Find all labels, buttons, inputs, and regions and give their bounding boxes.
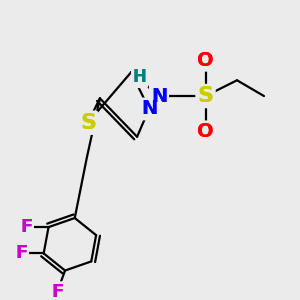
Text: H: H xyxy=(133,68,146,86)
Text: O: O xyxy=(197,122,214,141)
Text: F: F xyxy=(20,218,32,236)
Text: N: N xyxy=(151,86,167,106)
Text: O: O xyxy=(197,122,214,141)
Text: F: F xyxy=(20,218,32,236)
Text: F: F xyxy=(20,218,32,236)
Text: S: S xyxy=(80,113,96,133)
Text: O: O xyxy=(197,51,214,70)
Text: F: F xyxy=(15,244,27,262)
Text: F: F xyxy=(51,283,64,300)
Text: N: N xyxy=(141,99,157,119)
Text: S: S xyxy=(197,86,214,106)
Text: S: S xyxy=(197,86,214,106)
Text: H: H xyxy=(133,68,146,86)
Text: F: F xyxy=(15,244,27,262)
Text: F: F xyxy=(51,283,64,300)
Text: O: O xyxy=(197,51,214,70)
Text: S: S xyxy=(80,113,96,133)
Text: N: N xyxy=(141,99,157,119)
Text: O: O xyxy=(197,51,214,70)
Text: F: F xyxy=(15,244,27,262)
Text: F: F xyxy=(51,283,64,300)
Text: N: N xyxy=(141,99,157,119)
Text: H: H xyxy=(133,68,146,86)
Text: N: N xyxy=(151,86,167,106)
Text: S: S xyxy=(80,113,96,133)
Text: O: O xyxy=(197,122,214,141)
Text: S: S xyxy=(197,86,214,106)
Text: N: N xyxy=(151,86,167,106)
